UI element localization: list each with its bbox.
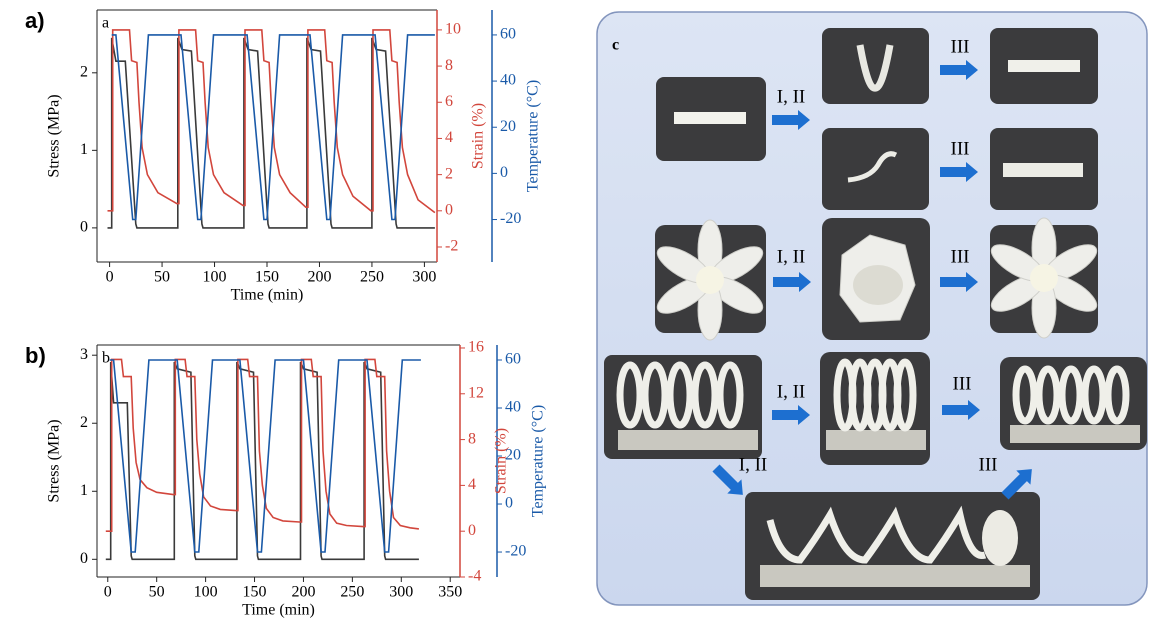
y-axis-label: Stress (MPa) (46, 419, 63, 502)
y-tick-label: 2 (80, 63, 88, 80)
data-line (106, 359, 419, 531)
y3-tick-label: 40 (505, 399, 521, 416)
x-tick-label: 50 (154, 269, 170, 286)
y2-tick-label: 0 (468, 522, 476, 539)
x-tick-label: 50 (149, 584, 165, 601)
data-line (110, 360, 421, 552)
y-tick-label: 0 (80, 219, 88, 236)
y2-tick-label: 8 (445, 57, 453, 74)
x-tick-label: 300 (389, 584, 413, 601)
photo (822, 28, 929, 104)
y2-tick-label: 4 (445, 129, 453, 146)
x-tick-label: 200 (291, 584, 315, 601)
y2-tick-label: 0 (445, 201, 453, 218)
y2-tick-label: -2 (445, 238, 458, 255)
y-tick-label: 3 (80, 346, 88, 363)
y2-tick-label: 4 (468, 476, 476, 493)
arrow-label: III (953, 373, 972, 394)
y2-tick-label: 8 (468, 430, 476, 447)
y2-axis-label: Strain (%) (470, 103, 487, 169)
x-tick-label: 200 (307, 269, 331, 286)
y-axis-label: Stress (MPa) (46, 94, 63, 177)
y3-tick-label: 60 (505, 351, 521, 368)
panel-label: c (612, 37, 619, 54)
y3-tick-label: 0 (500, 164, 508, 181)
y3-tick-label: 40 (500, 72, 516, 89)
y2-tick-label: 16 (468, 339, 484, 356)
x-axis-label: Time (min) (231, 287, 304, 304)
y3-axis-label: Temperature (°C) (525, 80, 542, 192)
x-tick-label: 350 (438, 584, 462, 601)
y3-tick-label: 60 (500, 26, 516, 43)
data-line (108, 38, 435, 228)
x-tick-label: 250 (360, 269, 384, 286)
y-tick-label: 1 (80, 482, 88, 499)
panel-text: b (102, 350, 110, 367)
x-tick-label: 0 (104, 584, 112, 601)
y2-tick-label: 2 (445, 165, 453, 182)
y3-tick-label: -20 (505, 543, 526, 560)
x-tick-label: 150 (243, 584, 267, 601)
arrow-label: I, II (777, 381, 805, 402)
figure: c (0, 0, 1150, 624)
arrow-label: III (951, 246, 970, 267)
y3-tick-label: 0 (505, 495, 513, 512)
y3-tick-label: -20 (500, 210, 521, 227)
sample-strip (1008, 60, 1080, 72)
arrow-label: I, II (777, 246, 805, 267)
y3-tick-label: 20 (500, 118, 516, 135)
flower-closed (840, 235, 915, 322)
sample-strip (674, 112, 746, 124)
panel-text: a (102, 15, 109, 32)
panel-label: b) (25, 343, 46, 368)
y-tick-label: 1 (80, 141, 88, 158)
x-tick-label: 100 (194, 584, 218, 601)
y2-tick-label: 6 (445, 93, 453, 110)
arrow-label: III (951, 138, 970, 159)
y2-axis-label: Strain (%) (493, 428, 510, 494)
x-tick-label: 0 (106, 269, 114, 286)
arrow-label: I, II (739, 454, 767, 475)
x-axis-label: Time (min) (242, 602, 315, 619)
arrow-label: III (951, 36, 970, 57)
y3-axis-label: Temperature (°C) (530, 405, 547, 517)
spring (618, 365, 758, 450)
y-tick-label: 2 (80, 414, 88, 431)
y2-tick-label: 12 (468, 384, 484, 401)
y-tick-label: 0 (80, 550, 88, 567)
y2-tick-label: 10 (445, 21, 461, 38)
arrow-label: III (979, 454, 998, 475)
diagram-panel: c (597, 12, 1147, 605)
x-tick-label: 100 (203, 269, 227, 286)
x-tick-label: 300 (412, 269, 436, 286)
y2-tick-label: -4 (468, 568, 481, 585)
x-tick-label: 250 (340, 584, 364, 601)
sample-strip (1003, 163, 1083, 177)
arrow-label: I, II (777, 86, 805, 107)
x-tick-label: 150 (255, 269, 279, 286)
panel-label: a) (25, 8, 45, 33)
